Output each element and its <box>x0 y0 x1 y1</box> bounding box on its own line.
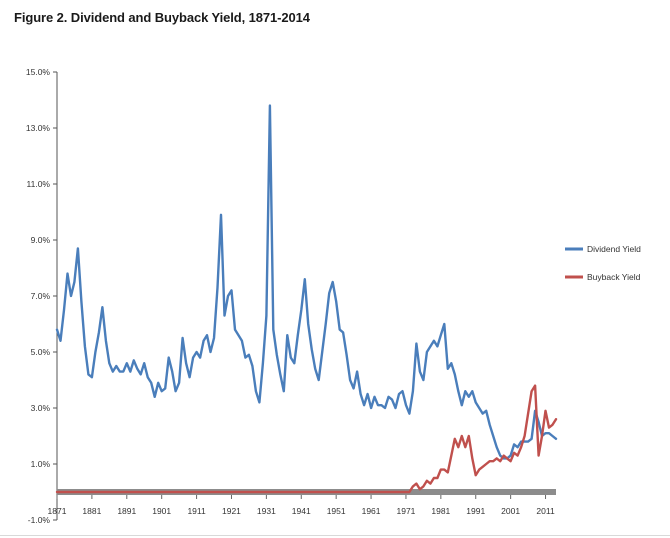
dividend-yield-legend-label: Dividend Yield <box>587 244 641 254</box>
figure-title: Figure 2. Dividend and Buyback Yield, 18… <box>14 10 310 25</box>
y-tick-label: 9.0% <box>31 235 51 245</box>
buyback-yield-legend-label: Buyback Yield <box>587 272 641 282</box>
page-divider <box>0 535 670 536</box>
chart-legend: Dividend Yield Buyback Yield <box>565 244 641 282</box>
y-tick-label: 3.0% <box>31 403 51 413</box>
x-tick-label: 1881 <box>82 506 101 516</box>
y-tick-label: 7.0% <box>31 291 51 301</box>
x-tick-label: 1891 <box>117 506 136 516</box>
x-tick-label: 1981 <box>431 506 450 516</box>
x-tick-label: 1961 <box>362 506 381 516</box>
x-tick-label: 2011 <box>536 506 555 516</box>
chart-axes: 15.0% 13.0% 11.0% 9.0% 7.0% 5.0% 3.0% 1.0% -1.0%… <box>26 67 556 525</box>
x-tick-label: 1971 <box>396 506 415 516</box>
x-tick-label: 1871 <box>48 506 67 516</box>
buyback-yield-line <box>55 384 558 494</box>
y-tick-label: -1.0% <box>28 515 51 525</box>
x-tick-label: 1931 <box>257 506 276 516</box>
x-tick-label: 1941 <box>292 506 311 516</box>
dividend-yield-line <box>55 104 558 460</box>
x-tick-label: 1911 <box>187 506 206 516</box>
y-tick-label: 1.0% <box>31 459 51 469</box>
series-layer <box>55 104 558 494</box>
y-tick-label: 5.0% <box>31 347 51 357</box>
y-tick-label: 11.0% <box>27 179 51 189</box>
x-tick-label: 1921 <box>222 506 241 516</box>
x-tick-label: 1991 <box>466 506 485 516</box>
x-tick-label: 1951 <box>327 506 346 516</box>
y-tick-label: 13.0% <box>26 123 51 133</box>
x-tick-label: 1901 <box>152 506 171 516</box>
x-tick-label: 2001 <box>501 506 520 516</box>
y-tick-label: 15.0% <box>26 67 51 77</box>
